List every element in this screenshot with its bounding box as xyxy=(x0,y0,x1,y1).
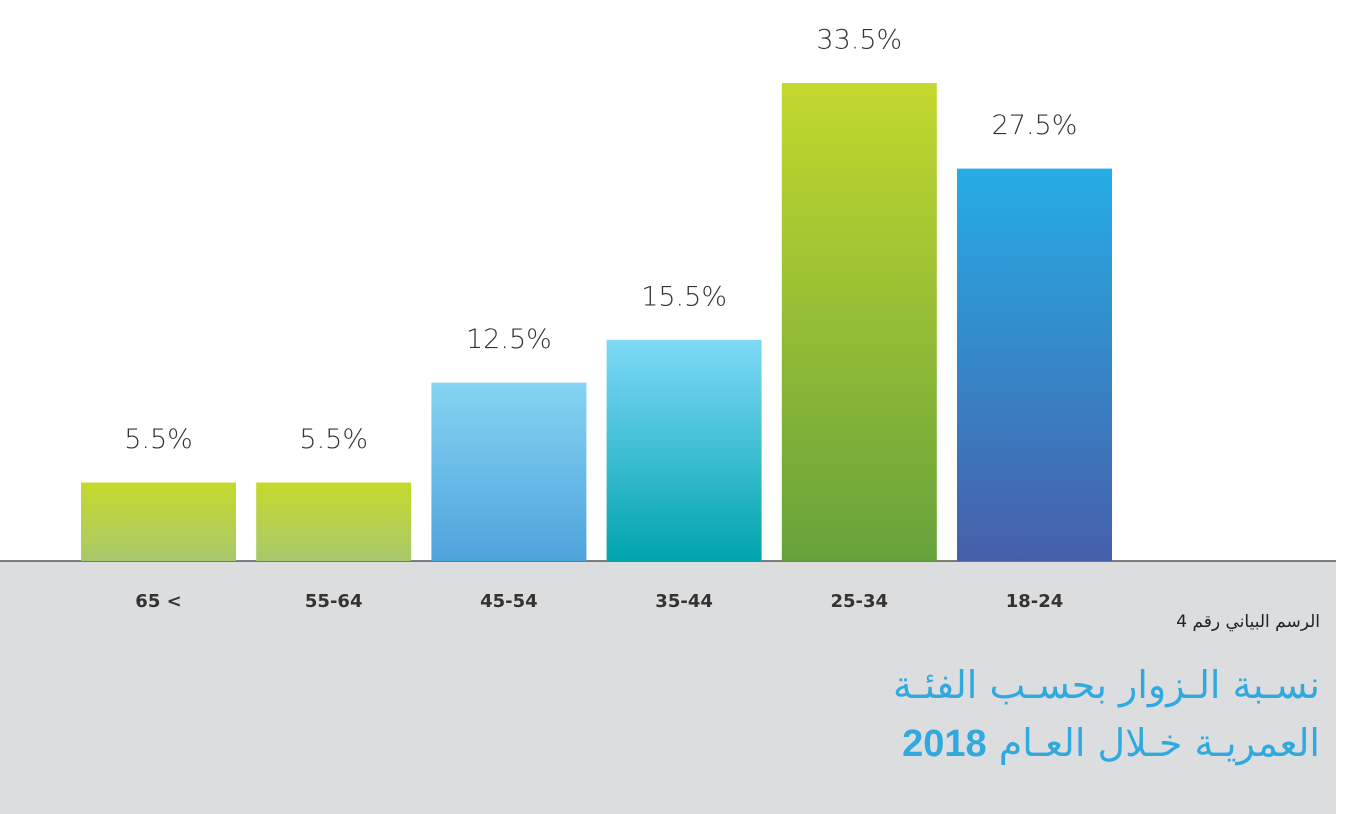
bar xyxy=(957,168,1112,561)
x-tick-label: 65 < xyxy=(135,591,181,612)
caption: الرسم البياني رقم 4 xyxy=(1176,612,1320,632)
bar xyxy=(256,482,412,561)
panel xyxy=(0,561,1336,814)
x-tick-label: 55-64 xyxy=(305,591,363,612)
value-label: 33.5% xyxy=(816,25,902,56)
bar xyxy=(606,339,762,561)
value-label: 15.5% xyxy=(641,281,727,312)
title-year: 2018 xyxy=(902,723,987,765)
value-label: 27.5% xyxy=(992,110,1078,141)
title-line: العمريـة خـلال العـام 2018 xyxy=(902,724,1320,763)
x-tick-label: 35-44 xyxy=(655,591,713,612)
title-line: نسـبة الـزوار بحسـب الفئـة xyxy=(893,663,1320,707)
bar xyxy=(781,83,937,561)
x-tick-label: 25-34 xyxy=(831,591,889,612)
value-label: 5.5% xyxy=(299,424,368,455)
title-text: العمريـة خـلال العـام xyxy=(998,721,1320,765)
x-tick-label: 45-54 xyxy=(480,591,538,612)
bar xyxy=(81,482,236,561)
value-label: 5.5% xyxy=(124,424,193,455)
x-tick-label: 18-24 xyxy=(1006,591,1064,612)
bar xyxy=(431,382,587,561)
value-label: 12.5% xyxy=(466,324,552,355)
